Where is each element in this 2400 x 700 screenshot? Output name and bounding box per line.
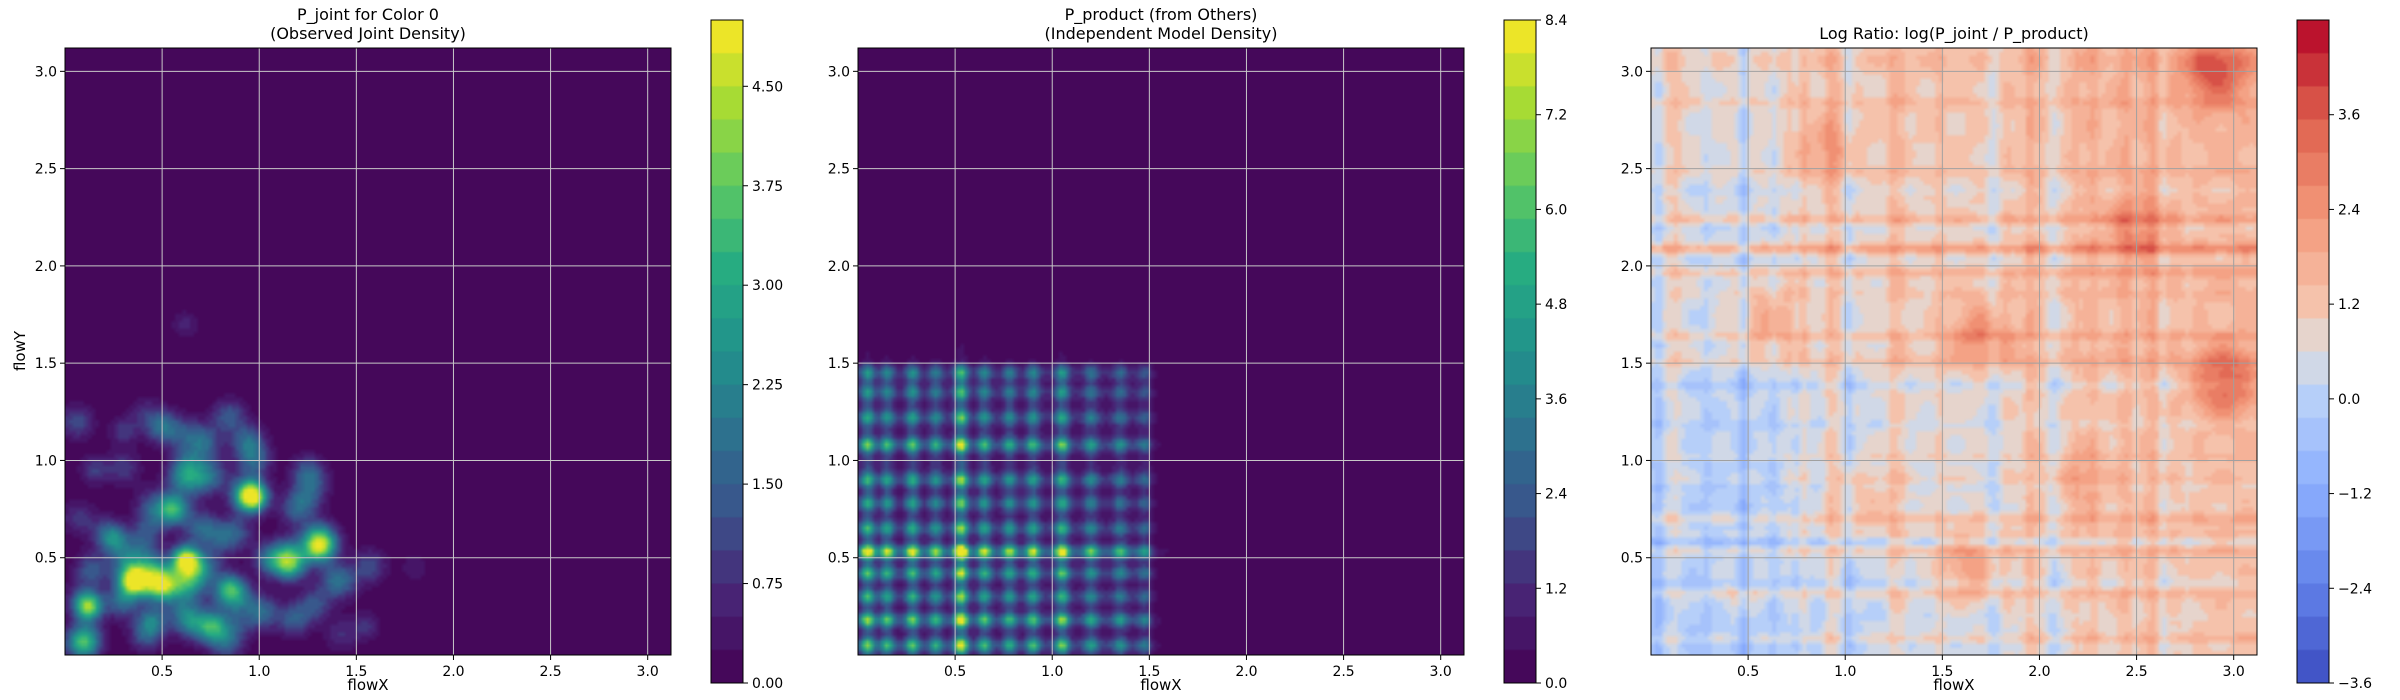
x-tick-label: 3.0: [2223, 664, 2245, 680]
ratio-x-axis-label: flowX: [1933, 676, 1974, 694]
x-tick-label: 2.0: [2028, 664, 2050, 680]
colorbar-tick-label: 1.2: [2338, 297, 2360, 313]
panel-product-title-line1: P_product (from Others): [1065, 5, 1258, 25]
x-tick-label: 2.5: [1332, 664, 1354, 680]
y-tick-label: 0.5: [35, 551, 57, 567]
y-tick-label: 2.0: [35, 259, 57, 275]
ratio-x-ticks: 0.5 1.0 1.5 2.0 2.5 3.0: [1737, 655, 2245, 680]
y-tick-label: 0.5: [1621, 551, 1643, 567]
colorbar-tick-label: −1.2: [2338, 487, 2372, 503]
product-colorbar: [1504, 20, 1536, 683]
colorbar-tick-label: 3.6: [1545, 392, 1567, 408]
y-tick-label: 0.5: [828, 551, 850, 567]
colorbar-tick-label: 2.4: [1545, 487, 1567, 503]
colorbar-tick-label: 6.0: [1545, 202, 1567, 218]
log-ratio-heatmap: [1651, 48, 2257, 655]
joint-y-axis-label: flowY: [11, 330, 29, 371]
joint-x-axis-label: flowX: [347, 676, 388, 694]
product-gridlines: [858, 48, 1464, 655]
panel-product: P_product (from Others) (Independent Mod…: [828, 5, 1568, 694]
colorbar-tick-label: 0.0: [2338, 392, 2360, 408]
ratio-plot-frame: [1650, 47, 2258, 656]
joint-colorbar-frame: [710, 19, 744, 684]
panel-joint-title-line2: (Observed Joint Density): [270, 24, 466, 43]
product-y-ticks: 0.5 1.0 1.5 2.0 2.5 3.0: [828, 64, 858, 567]
joint-density-heatmap: [65, 48, 671, 655]
ratio-colorbar-ticks: −3.6 −2.4 −1.2 0.0 1.2 2.4 3.6: [2329, 108, 2372, 692]
x-tick-label: 2.0: [1235, 664, 1257, 680]
y-tick-label: 1.5: [35, 356, 57, 372]
colorbar-tick-label: 0.00: [752, 676, 783, 692]
colorbar-tick-label: 1.2: [1545, 581, 1567, 597]
product-x-ticks: 0.5 1.0 1.5 2.0 2.5 3.0: [944, 655, 1452, 680]
colorbar-tick-label: 4.8: [1545, 297, 1567, 313]
x-tick-label: 1.5: [1138, 664, 1160, 680]
y-tick-label: 2.0: [1621, 259, 1643, 275]
colorbar-tick-label: −2.4: [2338, 581, 2372, 597]
colorbar-tick-label: 4.50: [752, 79, 783, 95]
joint-colorbar: [711, 20, 743, 683]
colorbar-tick-label: 3.00: [752, 278, 783, 294]
ratio-gridlines: [1651, 48, 2257, 655]
y-tick-label: 1.5: [1621, 356, 1643, 372]
joint-x-ticks: 0.5 1.0 1.5 2.0 2.5 3.0: [151, 655, 659, 680]
colorbar-tick-label: 8.4: [1545, 13, 1567, 29]
joint-plot-frame: [64, 47, 672, 656]
panel-joint: P_joint for Color 0 (Observed Joint Dens…: [11, 5, 783, 694]
colorbar-tick-label: 3.6: [2338, 108, 2360, 124]
colorbar-tick-label: 2.25: [752, 378, 783, 394]
joint-gridlines: [65, 48, 671, 655]
x-tick-label: 0.5: [944, 664, 966, 680]
x-tick-label: 2.5: [2125, 664, 2147, 680]
x-tick-label: 0.5: [151, 664, 173, 680]
y-tick-label: 2.5: [828, 162, 850, 178]
joint-colorbar-ticks: 0.00 0.75 1.50 2.25 3.00 3.75 4.50: [743, 79, 783, 692]
x-tick-label: 2.0: [442, 664, 464, 680]
colorbar-tick-label: 3.75: [752, 179, 783, 195]
y-tick-label: 1.0: [828, 453, 850, 469]
product-x-axis-label: flowX: [1140, 676, 1181, 694]
product-colorbar-ticks: 0.0 1.2 2.4 3.6 4.8 6.0 7.2 8.4: [1536, 13, 1567, 692]
colorbar-tick-label: 0.75: [752, 577, 783, 593]
y-tick-label: 1.0: [35, 453, 57, 469]
product-plot-frame: [857, 47, 1465, 656]
x-tick-label: 3.0: [637, 664, 659, 680]
colorbar-tick-label: −3.6: [2338, 676, 2372, 692]
x-tick-label: 1.0: [248, 664, 270, 680]
y-tick-label: 3.0: [35, 64, 57, 80]
panel-product-title-line2: (Independent Model Density): [1045, 24, 1278, 43]
colorbar-tick-label: 2.4: [2338, 202, 2360, 218]
panel-log-ratio: Log Ratio: log(P_joint / P_product) 0.5 1…: [1621, 19, 2372, 694]
x-tick-label: 1.0: [1834, 664, 1856, 680]
ratio-colorbar: [2297, 20, 2329, 683]
colorbar-tick-label: 1.50: [752, 477, 783, 493]
y-tick-label: 1.5: [828, 356, 850, 372]
x-tick-label: 0.5: [1737, 664, 1759, 680]
colorbar-tick-label: 7.2: [1545, 108, 1567, 124]
panel-joint-title-line1: P_joint for Color 0: [297, 5, 439, 25]
x-tick-label: 1.5: [345, 664, 367, 680]
y-tick-label: 2.0: [828, 259, 850, 275]
ratio-colorbar-frame: [2296, 19, 2330, 684]
product-colorbar-frame: [1503, 19, 1537, 684]
y-tick-label: 3.0: [828, 64, 850, 80]
product-density-heatmap: [858, 48, 1464, 655]
y-tick-label: 2.5: [1621, 162, 1643, 178]
y-tick-label: 1.0: [1621, 453, 1643, 469]
colorbar-tick-label: 0.0: [1545, 676, 1567, 692]
x-tick-label: 1.5: [1931, 664, 1953, 680]
panel-ratio-title: Log Ratio: log(P_joint / P_product): [1819, 24, 2089, 44]
x-tick-label: 3.0: [1430, 664, 1452, 680]
x-tick-label: 1.0: [1041, 664, 1063, 680]
joint-y-ticks: 0.5 1.0 1.5 2.0 2.5 3.0: [35, 64, 65, 567]
y-tick-label: 3.0: [1621, 64, 1643, 80]
y-tick-label: 2.5: [35, 162, 57, 178]
x-tick-label: 2.5: [539, 664, 561, 680]
ratio-y-ticks: 0.5 1.0 1.5 2.0 2.5 3.0: [1621, 64, 1651, 567]
